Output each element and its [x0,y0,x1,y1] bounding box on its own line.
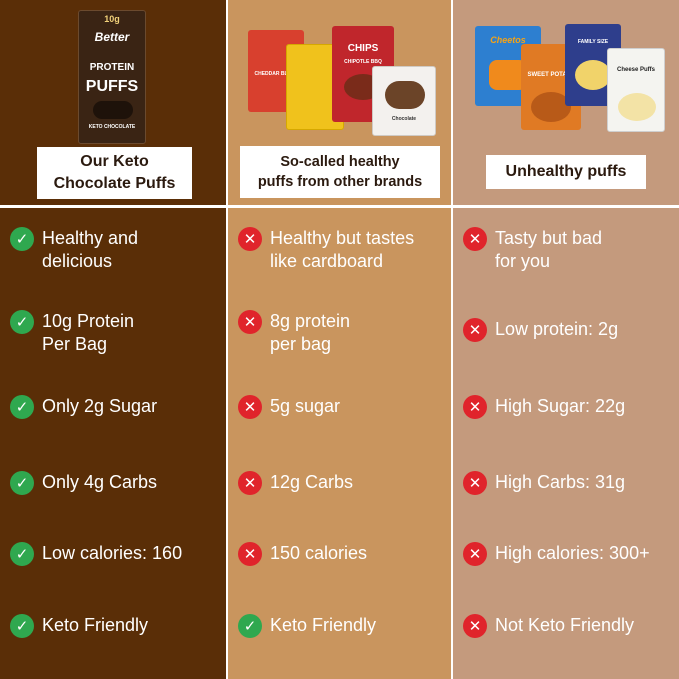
check-icon: ✓ [10,542,34,566]
cross-icon: ✕ [238,395,262,419]
feature-text: High Sugar: 22g [495,396,626,416]
feature-text: Not Keto Friendly [495,615,635,635]
package-label: Chocolate [391,116,417,122]
product-image-other-brands: CHEDDAR BLAST CHIPS CHIPOTLE BBQ Chocola… [228,4,451,142]
check-icon: ✓ [238,614,262,638]
feature-row: ✓ Only 4g Carbs [10,471,222,495]
feature-row: ✕ 12g Carbs [238,471,447,495]
cross-icon: ✕ [463,318,487,342]
puffs-graphic [531,92,571,122]
package-puffs-graphic [93,101,133,119]
feature-row: ✕ Not Keto Friendly [463,614,675,638]
package-brand: Better [94,30,130,44]
package-chocolate-box: Chocolate [372,66,436,136]
cross-icon: ✕ [463,542,487,566]
feature-row: ✓ Healthy and delicious [10,227,222,273]
feature-text: 150 calories [270,543,368,563]
check-icon: ✓ [10,395,34,419]
feature-text: Keto Friendly [270,615,377,635]
product-image-our-puffs: 10g Better PROTEIN PUFFS KETO CHOCOLATE [0,4,226,144]
puffs-graphic [385,81,425,109]
heading-text: Our Keto Chocolate Puffs [53,153,176,192]
package-label: CHIPS [347,43,379,54]
column-heading-other-brands: So-called healthy puffs from other brand… [240,146,440,198]
feature-row: ✓ Keto Friendly [10,614,222,638]
feature-row: ✕ Tasty but bad for you [463,227,675,273]
feature-text: 8g protein per bag [270,311,351,354]
feature-text: Tasty but bad for you [495,228,603,271]
feature-row: ✕ Healthy but tastes like cardboard [238,227,447,273]
feature-text: Healthy and delicious [42,228,139,271]
package-label: CHIPOTLE BBQ [344,59,382,65]
header-divider [0,205,226,208]
package-line1: PROTEIN [89,62,135,73]
cross-icon: ✕ [463,227,487,251]
feature-text: High calories: 300+ [495,543,650,563]
cheetos-graphic [489,60,527,90]
feature-text: Healthy but tastes like cardboard [270,228,415,271]
feature-text: High Carbs: 31g [495,472,626,492]
cross-icon: ✕ [238,310,262,334]
cross-icon: ✕ [238,542,262,566]
column-heading-our-puffs: Our Keto Chocolate Puffs [37,147,192,199]
puffs-graphic [618,93,656,121]
feature-row: ✕ High calories: 300+ [463,542,675,566]
check-icon: ✓ [10,614,34,638]
feature-text: Low protein: 2g [495,319,619,339]
package-label: Cheese Puffs [616,67,655,73]
check-icon: ✓ [10,310,34,334]
feature-row: ✕ High Carbs: 31g [463,471,675,495]
cross-icon: ✕ [238,227,262,251]
package-label: FAMILY SIZE [577,39,609,45]
feature-row: ✕ 5g sugar [238,395,447,419]
feature-row: ✕ Low protein: 2g [463,318,675,342]
feature-row: ✓ Only 2g Sugar [10,395,222,419]
check-icon: ✓ [10,471,34,495]
feature-text: 12g Carbs [270,472,354,492]
feature-row: ✕ High Sugar: 22g [463,395,675,419]
feature-text: Only 4g Carbs [42,472,158,492]
package-badge: 10g [104,14,120,24]
check-icon: ✓ [10,227,34,251]
column-unhealthy-puffs: Cheetos SWEET POTATO FAMILY SIZE Cheese … [453,0,679,679]
cross-icon: ✕ [463,395,487,419]
cross-icon: ✕ [463,614,487,638]
feature-text: Only 2g Sugar [42,396,158,416]
product-image-unhealthy: Cheetos SWEET POTATO FAMILY SIZE Cheese … [453,4,679,142]
feature-text: 5g sugar [270,396,341,416]
feature-text: Keto Friendly [42,615,149,635]
puffs-graphic [575,60,611,90]
cross-icon: ✕ [238,471,262,495]
feature-row: ✕ 150 calories [238,542,447,566]
header-divider [228,205,451,208]
heading-text: Unhealthy puffs [505,163,627,180]
column-heading-unhealthy-puffs: Unhealthy puffs [486,155,646,189]
package-keto-chocolate-puffs: 10g Better PROTEIN PUFFS KETO CHOCOLATE [78,10,146,144]
header-divider [453,205,679,208]
feature-text: 10g Protein Per Bag [42,311,135,354]
feature-row: ✕ 8g protein per bag [238,310,447,356]
heading-text: So-called healthy puffs from other brand… [257,154,423,190]
package-line2: PUFFS [85,78,139,95]
feature-row: ✓ Keto Friendly [238,614,447,638]
package-flavor: KETO CHOCOLATE [88,124,136,130]
column-other-brands: CHEDDAR BLAST CHIPS CHIPOTLE BBQ Chocola… [226,0,453,679]
package-label: SWEET POTATO [527,72,575,78]
package-label: CHEDDAR BLAST [254,71,298,77]
column-our-puffs: 10g Better PROTEIN PUFFS KETO CHOCOLATE … [0,0,226,679]
cross-icon: ✕ [463,471,487,495]
package-label: Cheetos [490,35,526,45]
feature-text: Low calories: 160 [42,543,183,563]
package-cheese-puffs: Cheese Puffs [607,48,665,132]
feature-row: ✓ Low calories: 160 [10,542,222,566]
feature-row: ✓ 10g Protein Per Bag [10,310,222,356]
